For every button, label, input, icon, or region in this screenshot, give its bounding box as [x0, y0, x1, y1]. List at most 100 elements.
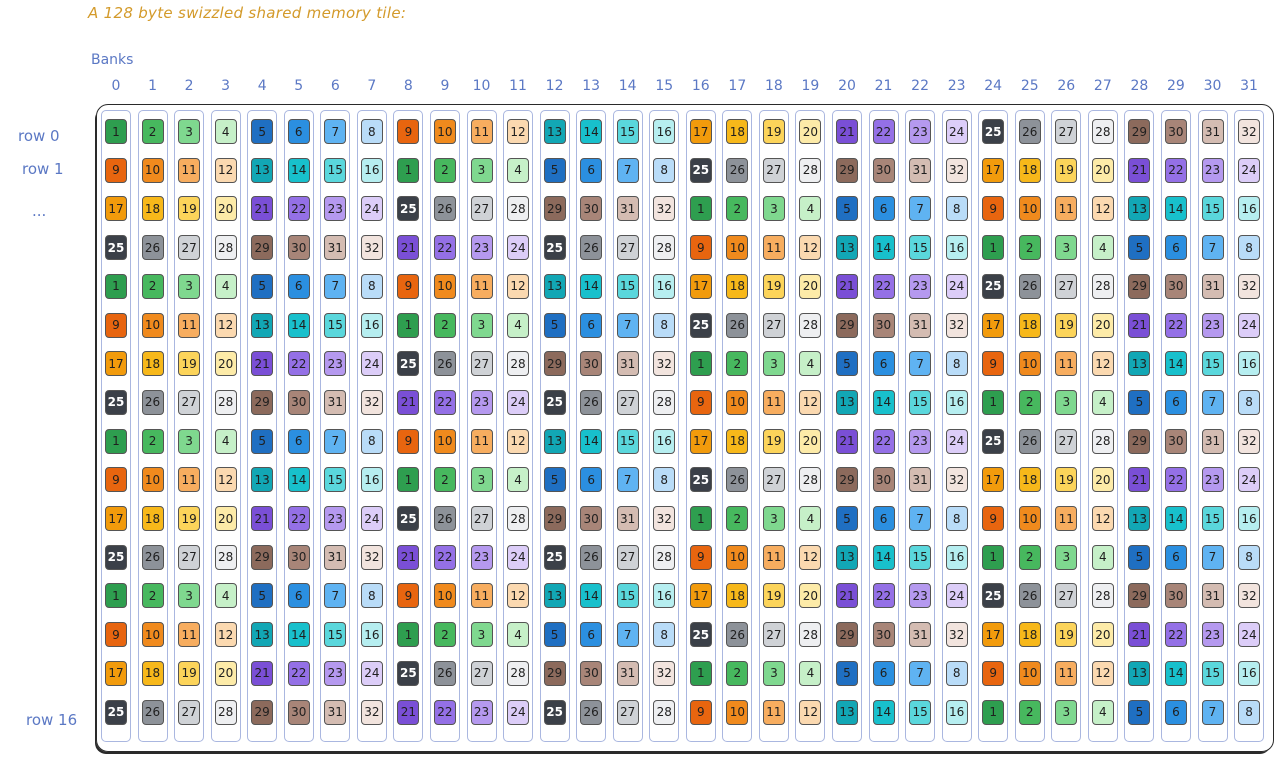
memory-cell: 13	[251, 467, 274, 493]
memory-cell: 8	[653, 312, 676, 338]
memory-cell: 29	[543, 351, 566, 377]
memory-cell: 28	[653, 389, 676, 415]
memory-cell: 22	[872, 119, 895, 144]
memory-cell: 25	[982, 583, 1005, 609]
bank-number-28: 28	[1130, 78, 1149, 94]
memory-cell: 24	[945, 119, 968, 144]
memory-cell: 7	[616, 622, 639, 648]
memory-cell: 24	[507, 389, 530, 415]
memory-cell: 32	[945, 312, 968, 338]
memory-cell: 24	[945, 428, 968, 454]
memory-cell: 3	[1055, 699, 1078, 725]
memory-cell: 23	[1201, 157, 1224, 183]
memory-cell: 27	[1055, 428, 1078, 454]
memory-cell: 18	[726, 273, 749, 299]
memory-cell: 26	[433, 196, 456, 222]
memory-cell: 11	[762, 699, 785, 725]
memory-cell: 27	[470, 351, 493, 377]
memory-cell: 1	[397, 467, 420, 493]
memory-cell: 4	[214, 273, 237, 299]
memory-cell: 14	[287, 312, 310, 338]
memory-cell: 19	[762, 273, 785, 299]
memory-cell: 19	[762, 119, 785, 144]
memory-cell: 1	[689, 506, 712, 531]
memory-cell: 21	[397, 699, 420, 725]
memory-cell: 2	[433, 312, 456, 338]
memory-cell: 22	[287, 196, 310, 222]
memory-cell: 32	[945, 622, 968, 648]
memory-cell: 29	[836, 622, 858, 648]
bank-column-20	[832, 110, 862, 742]
bank-column-6	[320, 110, 351, 742]
memory-cell: 30	[580, 506, 603, 531]
memory-cell: 9	[397, 583, 420, 609]
memory-cell: 17	[689, 273, 712, 299]
memory-cell: 2	[1018, 699, 1041, 725]
bank-column-8	[393, 110, 424, 742]
memory-cell: 14	[580, 583, 603, 609]
memory-cell: 2	[1018, 389, 1041, 415]
memory-cell: 10	[141, 467, 164, 493]
memory-cell: 20	[1091, 157, 1114, 183]
memory-cell: 11	[470, 583, 493, 609]
memory-cell: 28	[799, 622, 822, 648]
memory-cell: 12	[799, 544, 822, 570]
memory-cell: 21	[397, 389, 420, 415]
memory-cell: 10	[433, 428, 456, 454]
memory-cell: 24	[507, 699, 530, 725]
memory-cell: 30	[287, 699, 310, 725]
memory-cell: 12	[507, 428, 530, 454]
memory-cell: 1	[397, 312, 420, 338]
memory-cell: 13	[251, 157, 274, 183]
memory-cell: 9	[689, 544, 712, 570]
memory-cell: 19	[1055, 312, 1078, 338]
bank-number-27: 27	[1093, 78, 1112, 94]
memory-cell: 4	[1091, 544, 1114, 570]
memory-cell: 17	[105, 506, 127, 531]
memory-cell: 13	[836, 544, 858, 570]
bank-number-21: 21	[874, 78, 893, 94]
memory-cell: 17	[105, 351, 127, 377]
memory-cell: 19	[178, 351, 201, 377]
memory-cell: 6	[287, 119, 310, 144]
memory-cell: 8	[945, 351, 968, 377]
memory-cell: 8	[360, 273, 383, 299]
memory-cell: 32	[653, 351, 676, 377]
bank-column-27	[1087, 110, 1118, 742]
memory-cell: 30	[1164, 119, 1187, 144]
memory-cell: 26	[580, 544, 603, 570]
memory-cell: 6	[580, 467, 603, 493]
memory-cell: 3	[470, 467, 493, 493]
memory-cell: 9	[689, 699, 712, 725]
memory-cell: 6	[1164, 544, 1187, 570]
memory-cell: 14	[580, 428, 603, 454]
memory-cell: 14	[287, 157, 310, 183]
memory-cell: 6	[872, 506, 895, 531]
memory-cell: 4	[507, 312, 530, 338]
bank-column-16	[685, 110, 716, 742]
memory-cell: 10	[141, 157, 164, 183]
memory-cell: 3	[1055, 544, 1078, 570]
memory-cell: 27	[178, 544, 201, 570]
memory-cell: 25	[689, 467, 712, 493]
memory-cell: 7	[324, 428, 347, 454]
memory-cell: 3	[762, 506, 785, 531]
memory-cell: 31	[1201, 428, 1224, 454]
memory-cell: 7	[616, 312, 639, 338]
memory-cell: 17	[689, 119, 712, 144]
memory-cell: 5	[1128, 699, 1151, 725]
memory-cell: 11	[470, 428, 493, 454]
memory-cell: 15	[324, 622, 347, 648]
memory-cell: 10	[1018, 196, 1041, 222]
memory-tile-frame	[96, 104, 1274, 752]
memory-cell: 29	[1128, 273, 1151, 299]
memory-cell: 16	[360, 622, 383, 648]
memory-cell: 2	[141, 583, 164, 609]
bank-number-12: 12	[545, 78, 564, 94]
memory-cell: 9	[982, 196, 1005, 222]
memory-cell: 26	[433, 660, 456, 686]
memory-cell: 28	[653, 544, 676, 570]
memory-cell: 13	[543, 273, 566, 299]
memory-cell: 22	[872, 273, 895, 299]
memory-cell: 6	[1164, 235, 1187, 261]
